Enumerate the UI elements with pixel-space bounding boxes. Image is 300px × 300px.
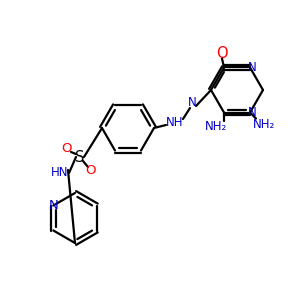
Text: N: N: [49, 199, 58, 212]
Text: NH₂: NH₂: [205, 120, 227, 133]
Text: N: N: [248, 61, 256, 74]
Text: N: N: [188, 97, 196, 110]
Text: N: N: [248, 106, 256, 119]
Text: S: S: [75, 149, 85, 164]
Text: NH: NH: [166, 116, 184, 128]
Text: O: O: [216, 46, 228, 61]
Text: HN: HN: [51, 166, 69, 178]
Text: O: O: [61, 142, 71, 155]
Text: NH₂: NH₂: [253, 118, 275, 131]
Text: O: O: [85, 164, 95, 178]
